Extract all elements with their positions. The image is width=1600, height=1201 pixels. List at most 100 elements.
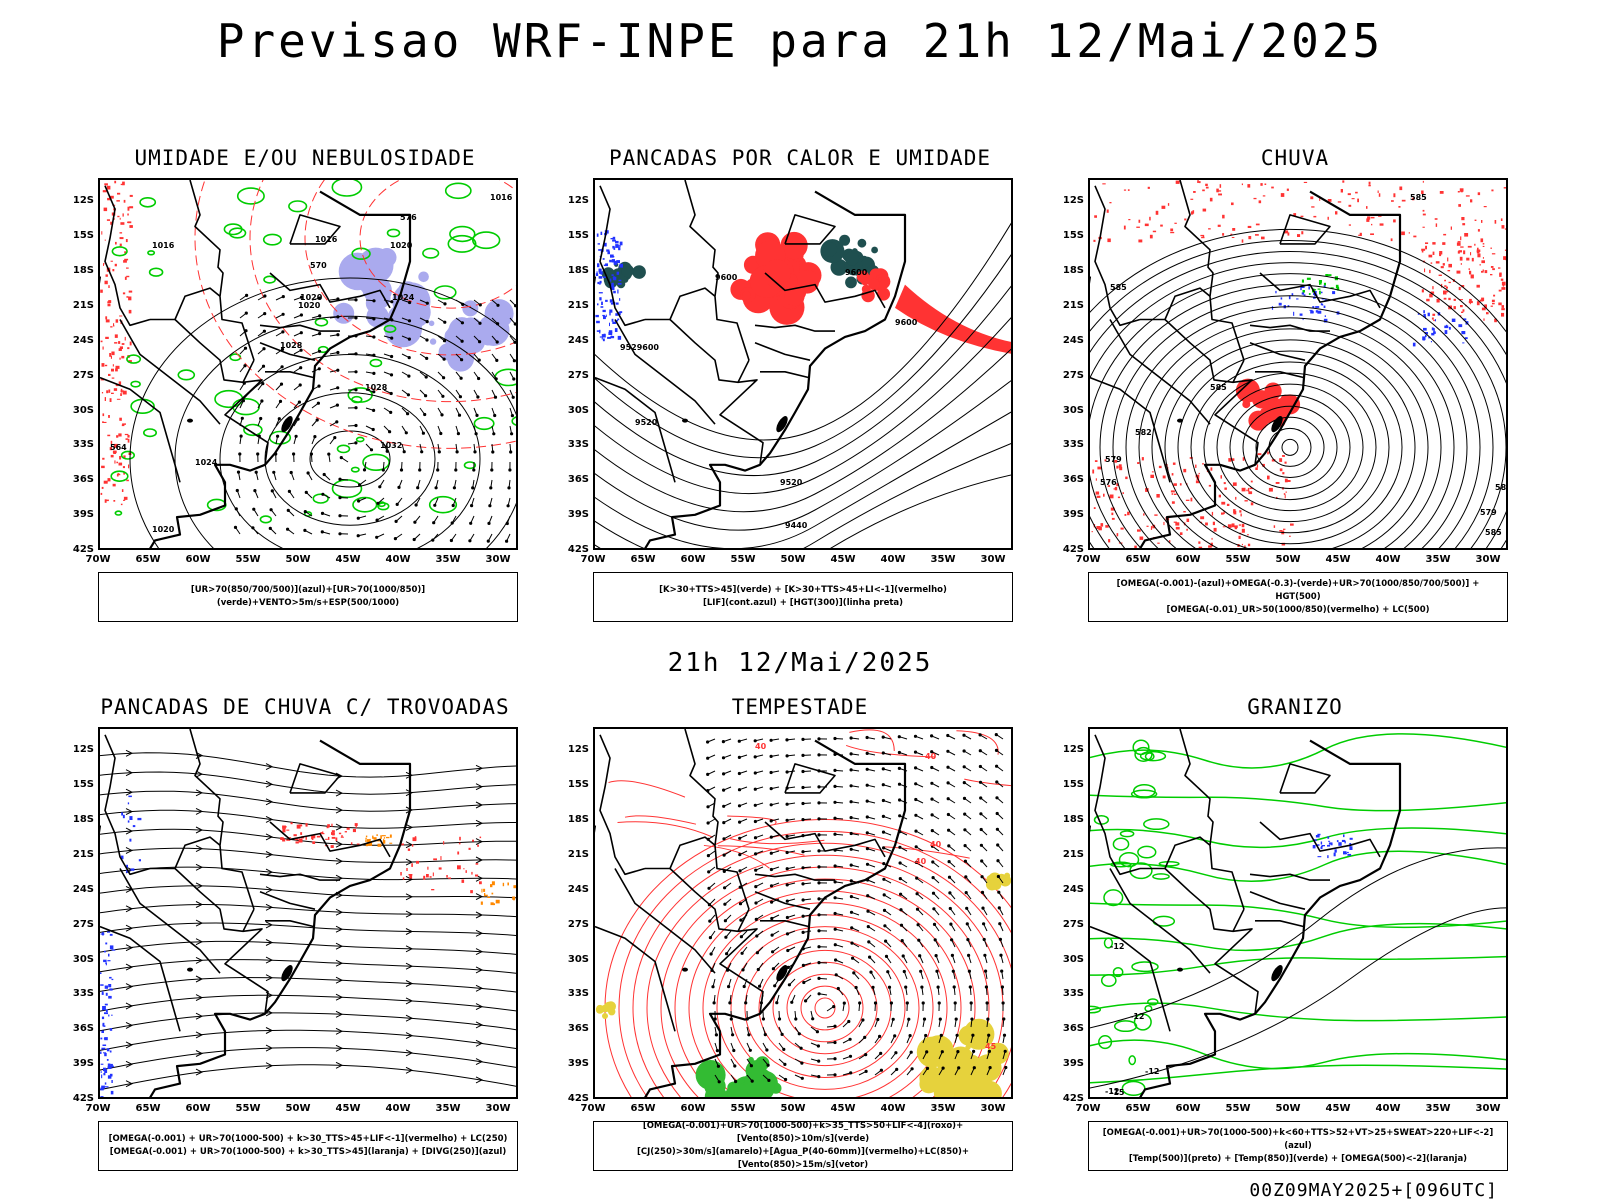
contour-label: 1020: [152, 525, 175, 534]
contour-label: 582: [1135, 428, 1152, 437]
lon-tick-label: 45W: [1326, 1103, 1351, 1114]
lat-tick-label: 39S: [559, 509, 589, 520]
lon-tick-label: 50W: [286, 554, 311, 565]
lon-tick-label: 40W: [1376, 1103, 1401, 1114]
panel-title: CHUVA: [1060, 146, 1530, 170]
contour-label: 40: [930, 840, 942, 849]
lon-tick-label: 45W: [831, 554, 856, 565]
map-canvas: [100, 729, 518, 1099]
contour-label: 585: [1410, 193, 1427, 202]
storm-orange: [481, 881, 518, 905]
lat-tick-label: 39S: [64, 1058, 94, 1069]
lon-tick-label: 65W: [631, 1103, 656, 1114]
lake: [682, 419, 688, 423]
lat-tick-label: 12S: [64, 195, 94, 206]
lat-tick-label: 27S: [64, 370, 94, 381]
lon-tick-label: 45W: [831, 1103, 856, 1114]
lon-tick-label: 60W: [186, 554, 211, 565]
lon-tick-label: 35W: [931, 1103, 956, 1114]
contour-label: 9440: [785, 521, 808, 530]
lon-tick-label: 40W: [881, 1103, 906, 1114]
map-frame: 585585585582579576582579585: [1088, 178, 1508, 550]
contour-label: 9520: [780, 478, 803, 487]
contour-label: 9520: [635, 418, 658, 427]
contour-label: 579: [1480, 508, 1497, 517]
lon-tick-label: 70W: [1076, 1103, 1101, 1114]
lat-tick-label: 30S: [559, 405, 589, 416]
lon-tick-label: 60W: [1176, 554, 1201, 565]
lon-tick-label: 55W: [731, 554, 756, 565]
legend-line: [OMEGA(-0.01)_UR>50(1000/850)(vermelho) …: [1166, 604, 1429, 617]
panel-title: GRANIZO: [1060, 695, 1530, 719]
lat-tick-label: 18S: [1054, 814, 1084, 825]
contour-label: 1016: [490, 193, 513, 202]
lat-tick-label: 21S: [1054, 849, 1084, 860]
humidity-high-layer: [333, 248, 431, 348]
lat-tick-label: 21S: [559, 300, 589, 311]
storm-red: [400, 836, 482, 893]
lat-tick-label: 18S: [559, 265, 589, 276]
contour-label: 1032: [380, 441, 402, 450]
legend-line: [K>30+TTS>45](verde) + [K>30+TTS>45+LI<-…: [659, 584, 947, 597]
lon-tick-label: 35W: [436, 1103, 461, 1114]
contour-label: 585: [1110, 283, 1127, 292]
map-frame: -12-12-15-12-12: [1088, 727, 1508, 1099]
legend-line: [OMEGA(-0.001) + UR>70(1000-500) + k>30_…: [109, 1133, 508, 1146]
borders: [100, 180, 390, 482]
contour-label: 1020: [300, 293, 323, 302]
lat-tick-label: 24S: [64, 884, 94, 895]
lat-tick-label: 27S: [1054, 370, 1084, 381]
humidity-high-layer: [429, 299, 514, 372]
lat-tick-label: 24S: [64, 335, 94, 346]
lat-tick-label: 33S: [1054, 439, 1084, 450]
forecast-time-label: 21h 12/Mai/2025: [0, 648, 1600, 678]
lake: [1177, 419, 1183, 423]
map-frame: [98, 727, 518, 1099]
legend-line: [OMEGA(-0.001)+UR>70(1000-500)+k>35_TTS>…: [600, 1120, 1006, 1146]
legend-box: [OMEGA(-0.001)-(azul)+OMEGA(-0.3)-(verde…: [1088, 572, 1508, 622]
lat-tick-label: 12S: [559, 195, 589, 206]
lon-tick-label: 70W: [1076, 554, 1101, 565]
contour-label: 564: [110, 443, 127, 452]
lon-tick-label: 50W: [781, 554, 806, 565]
map-canvas: 585585585582579576582579585: [1090, 180, 1508, 550]
lon-tick-label: 60W: [1176, 1103, 1201, 1114]
lon-tick-label: 30W: [981, 554, 1006, 565]
lat-tick-label: 36S: [1054, 474, 1084, 485]
lat-tick-label: 33S: [64, 988, 94, 999]
lon-tick-label: 40W: [386, 554, 411, 565]
lat-tick-label: 18S: [64, 265, 94, 276]
lon-tick-label: 35W: [436, 554, 461, 565]
lat-tick-label: 27S: [64, 919, 94, 930]
contour-label: 45: [985, 1042, 997, 1051]
contour-label: -12: [1145, 1067, 1159, 1076]
panel-title: TEMPESTADE: [565, 695, 1035, 719]
lake: [187, 419, 193, 423]
contour-label: 9529600: [620, 343, 659, 352]
lon-tick-label: 70W: [86, 554, 111, 565]
lat-tick-label: 33S: [1054, 988, 1084, 999]
lon-tick-label: 55W: [236, 1103, 261, 1114]
lon-tick-label: 45W: [1326, 554, 1351, 565]
contour-label: 1016: [152, 241, 175, 250]
temp850-contours: [1090, 734, 1508, 1095]
legend-box: [OMEGA(-0.001) + UR>70(1000-500) + k>30_…: [98, 1121, 518, 1171]
lon-tick-label: 55W: [731, 1103, 756, 1114]
lat-tick-label: 39S: [64, 509, 94, 520]
lat-tick-label: 24S: [559, 335, 589, 346]
lon-tick-label: 50W: [781, 1103, 806, 1114]
legend-line: [UR>70(850/700/500)](azul)+[UR>70(1000/8…: [105, 584, 511, 610]
lat-tick-label: 12S: [1054, 195, 1084, 206]
lon-tick-label: 65W: [1126, 554, 1151, 565]
page-title: Previsao WRF-INPE para 21h 12/Mai/2025: [0, 14, 1600, 68]
contour-label: -12: [1110, 942, 1124, 951]
lat-tick-label: 24S: [559, 884, 589, 895]
contour-label: 40: [755, 742, 767, 751]
lake: [682, 968, 688, 972]
lat-tick-label: 30S: [1054, 954, 1084, 965]
lon-tick-label: 30W: [1476, 1103, 1501, 1114]
lat-tick-label: 21S: [64, 300, 94, 311]
